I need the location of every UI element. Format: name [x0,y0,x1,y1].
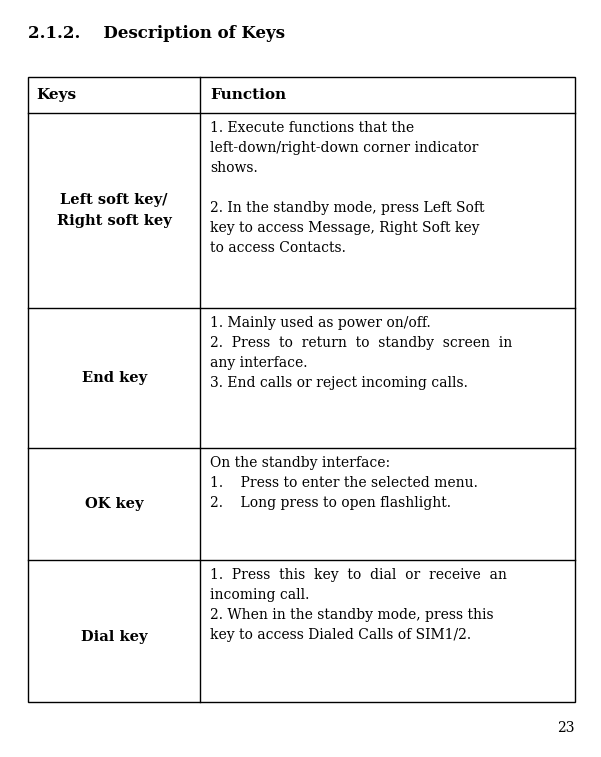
Text: 23: 23 [558,721,575,735]
Text: Left soft key/
Right soft key: Left soft key/ Right soft key [56,193,171,228]
Text: 2.1.2.    Description of Keys: 2.1.2. Description of Keys [28,25,285,42]
Text: 1. Execute functions that the
left-down/right-down corner indicator
shows.

2. I: 1. Execute functions that the left-down/… [210,121,485,255]
Text: OK key: OK key [85,497,144,511]
Text: 1. Mainly used as power on/off.
2.  Press  to  return  to  standby  screen  in
a: 1. Mainly used as power on/off. 2. Press… [210,316,513,390]
Text: 1.  Press  this  key  to  dial  or  receive  an
incoming call.
2. When in the st: 1. Press this key to dial or receive an … [210,568,507,642]
Text: Dial key: Dial key [81,631,147,644]
Bar [28,77,575,702]
Text: On the standby interface:
1.    Press to enter the selected menu.
2.    Long pre: On the standby interface: 1. Press to en… [210,456,478,510]
Text: End key: End key [82,371,147,385]
Text: Keys: Keys [36,88,76,102]
Text: Function: Function [210,88,287,102]
